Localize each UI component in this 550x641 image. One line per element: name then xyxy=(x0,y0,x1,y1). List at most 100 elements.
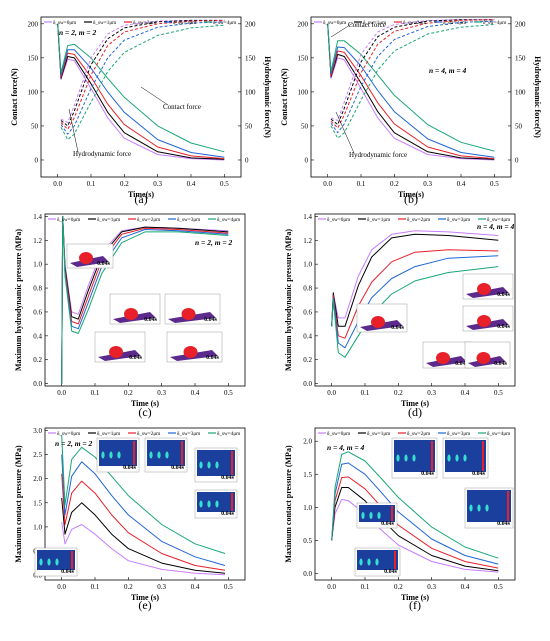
inset-plot: 0.04s xyxy=(96,437,140,473)
y-tick-label: 1.0 xyxy=(33,523,42,531)
y2-tick-label: 200 xyxy=(245,20,256,28)
x-tick-label: 0.3 xyxy=(427,583,436,591)
inset-contour-spot xyxy=(215,500,219,508)
x-axis-title: Time (s) xyxy=(401,593,429,602)
y2-tick-label: 50 xyxy=(245,122,253,130)
x-tick-label: 0.2 xyxy=(394,389,403,397)
inset-colorbar xyxy=(391,506,393,521)
legend-label: δ_sw=2μm xyxy=(407,431,430,437)
inset-time-label: 0.04s xyxy=(129,355,143,361)
inset-time-label: 0.04s xyxy=(497,521,511,527)
y-axis-title: Contact force(N) xyxy=(280,68,289,126)
y-axis-title: Maximum hydrodynamic pressure (MPa) xyxy=(284,229,293,371)
x-tick-label: 0.3 xyxy=(157,583,166,591)
y-tick-label: 1.2 xyxy=(33,237,42,245)
x-tick-label: 0.4 xyxy=(187,180,196,188)
y-axis-title: Contact force(N) xyxy=(10,68,19,126)
series-line xyxy=(327,23,495,160)
x-tick-label: 0.0 xyxy=(327,389,336,397)
legend: δ_sw=0μm δ_sw=1μm δ_sw=2μm δ_sw=3μm δ_sw=4μm xyxy=(48,217,240,223)
x-tick-label: 0.0 xyxy=(327,583,336,591)
x-tick-label: 0.5 xyxy=(224,389,233,397)
plot-frame xyxy=(314,427,516,581)
inset-contour-spot xyxy=(463,454,467,462)
inset-plot: 0.04s xyxy=(442,437,489,479)
x-tick-label: 0.5 xyxy=(224,583,233,591)
inset-contour-field xyxy=(359,505,395,522)
panel-label: (e) xyxy=(138,598,151,612)
x-tick-label: 0.5 xyxy=(220,180,229,188)
series-line xyxy=(60,19,225,130)
series-line xyxy=(61,497,226,574)
x-tick-label: 0.1 xyxy=(361,389,370,397)
series-line xyxy=(327,23,495,160)
x-tick-label: 0.5 xyxy=(490,180,499,188)
y2-tick-label: 0 xyxy=(515,156,519,164)
inset-contour-spot xyxy=(396,454,400,462)
y-tick-label: 0.2 xyxy=(303,356,312,364)
legend-label: δ_sw=1μm xyxy=(97,217,120,223)
series-group xyxy=(61,215,229,384)
plot-frame xyxy=(314,213,516,387)
x-tick-label: 0.4 xyxy=(461,583,470,591)
x-tick-label: 0.4 xyxy=(461,389,470,397)
legend-label: δ_sw=2μm xyxy=(137,217,160,223)
y-tick-label: 2.5 xyxy=(33,451,42,459)
inset-contour-spot xyxy=(55,558,59,566)
parameter-label: n = 2, m = 2 xyxy=(55,439,93,448)
legend-label: δ_sw=0μm xyxy=(53,20,76,26)
inset-plot: 0.04s xyxy=(66,243,114,269)
legend-label: δ_sw=4μm xyxy=(217,431,240,437)
series-line xyxy=(331,230,499,327)
panel-f: 0.0 0.1 0.2 0.3 0.4 0.5 0.0 0.5 1.0 1.5 2.0 Time (s… xyxy=(284,427,516,612)
inset-contour-spot xyxy=(207,461,211,469)
plot-frame xyxy=(44,427,246,581)
x-tick-label: 0.2 xyxy=(394,583,403,591)
annotation-leader xyxy=(330,22,354,38)
y-tick-label: 0 xyxy=(305,156,309,164)
inset-contour-field xyxy=(467,490,511,522)
y-tick-label: 0.2 xyxy=(33,356,42,364)
annotation-leader xyxy=(68,108,79,153)
y-tick-label: 0.6 xyxy=(33,308,42,316)
series-line xyxy=(57,23,225,160)
inset-time-label: 0.04s xyxy=(421,471,435,477)
legend-label: δ_sw=0μm xyxy=(327,217,350,223)
inset-pressure-peak xyxy=(181,308,196,320)
series-line xyxy=(327,23,495,158)
series-line xyxy=(60,21,225,135)
legend-label: δ_sw=3μm xyxy=(173,20,196,26)
legend-label: δ_sw=0μm xyxy=(323,20,346,26)
y2-tick-label: 150 xyxy=(515,54,526,62)
annotation-leader xyxy=(140,86,169,106)
legend-label: δ_sw=1μm xyxy=(367,217,390,223)
inset-plot: 0.04s xyxy=(109,293,161,325)
series-line xyxy=(327,23,495,152)
inset-contour-spot xyxy=(359,558,363,566)
legend: δ_sw=0μm δ_sw=1μm δ_sw=2μm δ_sw=3μm δ_sw=4μm xyxy=(48,431,240,437)
series-group xyxy=(57,19,225,161)
x-axis-title: Time (s) xyxy=(131,593,159,602)
series-line xyxy=(327,23,495,161)
inset-plot: 0.04s xyxy=(34,547,78,577)
inset-pressure-peak xyxy=(477,315,491,327)
y-tick-label: 0.0 xyxy=(303,570,312,578)
inset-colorbar xyxy=(231,451,233,475)
legend-label: δ_sw=3μm xyxy=(447,217,470,223)
x-tick-label: 0.4 xyxy=(191,389,200,397)
inset-plot: 0.04s xyxy=(354,547,401,577)
inset-time-label: 0.04s xyxy=(384,569,398,575)
inset-contour-spot xyxy=(361,512,365,519)
inset-time-label: 0.04s xyxy=(455,361,469,367)
x-tick-label: 0.1 xyxy=(91,389,100,397)
x-axis-title: Time(s) xyxy=(128,190,154,199)
y-tick-label: 1.0 xyxy=(303,504,312,512)
parameter-label: n = 4, m = 4 xyxy=(327,443,365,452)
y-tick-label: 1.4 xyxy=(33,213,42,221)
inset-contour-spot xyxy=(375,558,379,566)
annotation-text: Hydrodynamic force xyxy=(349,151,407,159)
annotation-text: Contact force xyxy=(163,103,201,111)
legend-label: δ_sw=2μm xyxy=(133,20,156,26)
inset-time-label: 0.04s xyxy=(221,511,235,517)
